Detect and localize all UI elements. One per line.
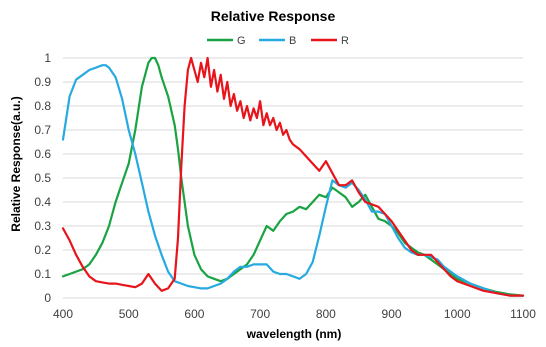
y-tick-label: 0.1	[34, 267, 51, 281]
legend-item-B: B	[259, 35, 296, 47]
y-tick-label: 1	[44, 51, 51, 65]
y-tick-label: 0.9	[34, 75, 51, 89]
series-line-B	[61, 64, 525, 297]
y-tick-label: 0.5	[34, 171, 51, 185]
chart-title: Relative Response	[211, 8, 336, 24]
y-axis-title: Relative Response(a.u.)	[9, 96, 23, 231]
x-tick-label: 1100	[510, 307, 536, 321]
series-line-G	[61, 56, 525, 297]
y-axis: 0 0.1 0.2 0.3 0.4 0.5 0.6 0.7 0.8 0.9 1	[34, 51, 51, 305]
legend-item-G: G	[207, 35, 246, 47]
y-tick-label: 0.4	[34, 195, 51, 209]
legend-item-R: R	[311, 35, 349, 47]
legend-label: R	[341, 35, 349, 47]
x-tick-label: 700	[250, 307, 270, 321]
x-tick-label: 1000	[444, 307, 471, 321]
x-axis: 400 500 600 700 800 900 1000 1100	[53, 307, 536, 321]
legend-label: B	[289, 35, 296, 47]
plot-area	[61, 56, 525, 297]
y-tick-label: 0.3	[34, 219, 51, 233]
y-tick-label: 0.2	[34, 243, 51, 257]
y-tick-label: 0	[44, 291, 51, 305]
legend-label: G	[237, 35, 246, 47]
x-tick-label: 800	[316, 307, 336, 321]
x-tick-label: 400	[53, 307, 73, 321]
grid	[63, 57, 523, 299]
x-tick-label: 500	[119, 307, 139, 321]
x-tick-label: 900	[382, 307, 402, 321]
y-tick-label: 0.8	[34, 99, 51, 113]
series-line-R	[61, 56, 525, 297]
x-tick-label: 600	[184, 307, 204, 321]
x-axis-title: wavelength (nm)	[246, 327, 342, 341]
y-tick-label: 0.6	[34, 147, 51, 161]
y-tick-label: 0.7	[34, 123, 51, 137]
